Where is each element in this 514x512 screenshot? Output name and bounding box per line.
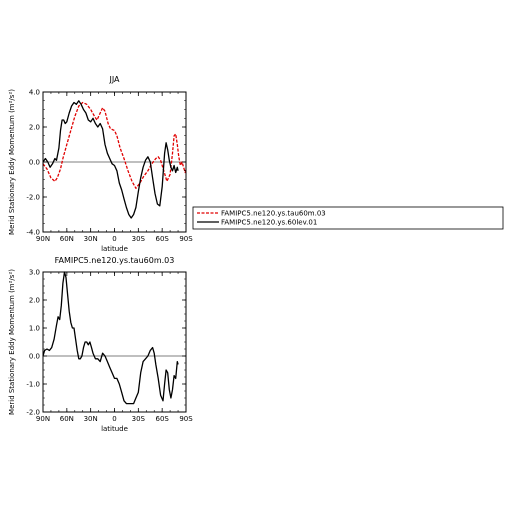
y-tick-label: 2.0 — [29, 297, 40, 305]
x-tick-label: 30S — [132, 235, 146, 243]
series-line-1 — [42, 101, 187, 189]
x-tick-label: 0 — [112, 235, 116, 243]
y-axis-label: Merid Stationary Eddy Momentum (m²/s²) — [8, 89, 16, 235]
series-line-1 — [42, 271, 179, 405]
series-line-2 — [42, 100, 179, 219]
y-tick-label: 1.0 — [29, 325, 40, 333]
y-tick-label: 3.0 — [29, 269, 40, 277]
y-tick-label: -1.0 — [26, 381, 40, 389]
legend-label-2: FAMIPC5.ne120.ys.60lev.01 — [221, 219, 317, 227]
x-tick-label: 60N — [60, 235, 74, 243]
y-tick-label: 2.0 — [29, 124, 40, 132]
x-tick-label: 90N — [36, 415, 50, 423]
legend-label-1: FAMIPC5.ne120.ys.tau60m.03 — [221, 210, 326, 218]
y-axis-label: Merid Stationary Eddy Momentum (m²/s²) — [8, 269, 16, 415]
bottom-panel: 90N 60N 30N 0 30S 60S 90S 3.0 2.0 1.0 0.0 -1.0 -2.0 F… — [8, 256, 193, 433]
x-tick-label: 0 — [112, 415, 116, 423]
x-tick-label: 90S — [179, 415, 193, 423]
y-tick-label: 4.0 — [29, 89, 40, 97]
x-tick-label: 90S — [179, 235, 193, 243]
x-tick-label: 30N — [84, 235, 98, 243]
x-tick-label: 60S — [155, 235, 169, 243]
y-tick-label: -2.0 — [26, 409, 40, 417]
chart-title: FAMIPC5.ne120.ys.tau60m.03 — [55, 256, 175, 265]
legend: FAMIPC5.ne120.ys.tau60m.03FAMIPC5.ne120.… — [192, 206, 504, 230]
chart-title: JJA — [108, 75, 120, 84]
x-axis-label: latitude — [101, 425, 128, 433]
y-tick-label: -2.0 — [26, 194, 40, 202]
top-panel: 90N 60N 30N 0 30S 60S 90S 4.0 2.0 0.0 -2.0 -4.0 JJA l… — [8, 75, 193, 253]
x-tick-label: 60S — [155, 415, 169, 423]
legend-box — [192, 206, 504, 230]
y-tick-label: -4.0 — [26, 229, 40, 237]
x-tick-label: 30S — [132, 415, 146, 423]
y-tick-label: 0.0 — [29, 353, 40, 361]
x-tick-label: 60N — [60, 415, 74, 423]
x-axis-label: latitude — [101, 245, 128, 253]
x-tick-label: 90N — [36, 235, 50, 243]
x-tick-label: 30N — [84, 415, 98, 423]
y-tick-label: 0.0 — [29, 159, 40, 167]
